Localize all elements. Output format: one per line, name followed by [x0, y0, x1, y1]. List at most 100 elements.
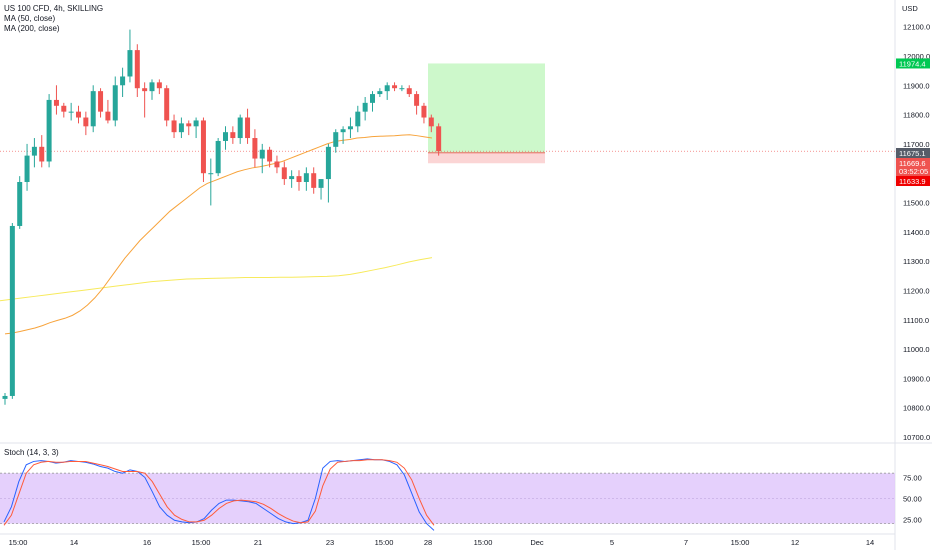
candle-body: [281, 167, 287, 180]
candle-body: [200, 120, 206, 174]
y-tick-label: 11500.0: [903, 199, 930, 208]
candle-body: [333, 132, 339, 147]
candle-body: [237, 117, 243, 139]
candle-body: [259, 149, 265, 159]
ma200-label[interactable]: MA (200, close): [4, 24, 60, 33]
candle-body: [252, 138, 258, 159]
candle-body: [127, 50, 133, 77]
candle-body: [377, 91, 383, 95]
y-tick-label: 10700.0: [903, 433, 930, 442]
y-tick-label: 10800.0: [903, 404, 930, 413]
y-tick-label: 11900.0: [903, 81, 930, 90]
candle-body: [83, 117, 89, 127]
candle-body: [215, 140, 221, 174]
candle-body: [17, 182, 23, 226]
candle-body: [149, 82, 155, 92]
countdown-tag-bg: [896, 166, 930, 176]
x-tick-label: 15:00: [375, 538, 394, 547]
target-price-tag: 11974.4: [899, 59, 926, 68]
candle-body: [68, 111, 74, 113]
candle-body: [223, 132, 228, 141]
candle-body: [384, 85, 390, 92]
y-tick-label: 11800.0: [903, 111, 930, 120]
candle-body: [325, 146, 331, 180]
x-tick-label: 15:00: [731, 538, 750, 547]
y-tick-label: 11200.0: [903, 286, 930, 295]
x-tick-label: 7: [684, 538, 688, 547]
current-price-tag-bg: [896, 148, 930, 158]
x-tick-label: Dec: [530, 538, 544, 547]
candle-body: [406, 88, 412, 95]
ma50-line: [4, 134, 433, 335]
y-tick-label: 11700.0: [903, 140, 930, 149]
bid-price-tag: 11669.6: [899, 159, 926, 168]
candle-body: [193, 120, 199, 127]
candle-body: [318, 179, 324, 188]
candle-body: [399, 88, 405, 90]
candle-body: [2, 395, 8, 399]
candle-body: [31, 146, 37, 156]
x-tick-label: 28: [424, 538, 432, 547]
stoch-d-line: [3, 459, 435, 526]
candle-body: [370, 94, 375, 103]
bid-price-tag-bg: [896, 158, 930, 168]
stoch-label[interactable]: Stoch (14, 3, 3): [4, 448, 59, 457]
candle-body: [164, 88, 170, 121]
current-price-tag: 11675.1: [899, 149, 926, 158]
candle-body: [274, 161, 280, 168]
candle-body: [392, 85, 398, 89]
candle-body: [289, 176, 295, 180]
target-price-tag-bg: [896, 58, 930, 69]
candle-body: [142, 88, 148, 92]
candle-body: [340, 129, 346, 133]
candle-body: [76, 111, 81, 118]
y-tick-label: 11400.0: [903, 228, 930, 237]
candle-body: [362, 102, 368, 112]
x-tick-label: 16: [143, 538, 151, 547]
candle-body: [208, 173, 214, 175]
candle-body: [355, 111, 361, 127]
candle-body: [178, 123, 184, 133]
candle-body: [53, 99, 59, 106]
candle-body: [267, 149, 273, 162]
countdown-tag: 03:52:05: [899, 167, 928, 176]
candle-body: [98, 91, 104, 112]
candle-body: [428, 117, 434, 127]
stop-zone: [428, 152, 545, 164]
x-tick-label: 15:00: [192, 538, 211, 547]
candle-body: [186, 123, 192, 127]
candle-body: [9, 225, 15, 396]
ma50-label[interactable]: MA (50, close): [4, 14, 56, 23]
candle-body: [24, 155, 30, 182]
y-tick-label: 12000.0: [903, 52, 930, 61]
candle-body: [90, 91, 96, 127]
stop-price-tag-bg: [896, 176, 930, 186]
candle-body: [245, 117, 251, 139]
x-tick-label: 15:00: [9, 538, 28, 547]
candle-body: [347, 126, 353, 130]
stoch-tick-label: 25.00: [903, 515, 922, 524]
candle-body: [436, 126, 442, 152]
candle-body: [171, 120, 177, 133]
ma200-line: [0, 257, 433, 302]
x-tick-label: 15:00: [474, 538, 493, 547]
y-tick-label: 10900.0: [903, 374, 930, 383]
candle-body: [46, 99, 52, 162]
x-tick-label: 23: [326, 538, 334, 547]
candle-body: [112, 85, 118, 121]
candle-body: [421, 105, 427, 118]
candle-body: [105, 111, 111, 121]
y-tick-label: 11000.0: [903, 345, 930, 354]
candle-body: [230, 132, 236, 139]
currency-label: USD: [902, 4, 918, 13]
candle-body: [414, 94, 420, 106]
symbol-label[interactable]: US 100 CFD, 4h, SKILLING: [4, 4, 104, 13]
x-tick-label: 14: [70, 538, 78, 547]
candle-body: [296, 176, 302, 182]
target-zone: [428, 63, 545, 153]
candle-body: [61, 105, 67, 112]
stoch-tick-label: 75.00: [903, 473, 922, 482]
candle-body: [120, 76, 126, 86]
candle-body: [39, 146, 45, 162]
